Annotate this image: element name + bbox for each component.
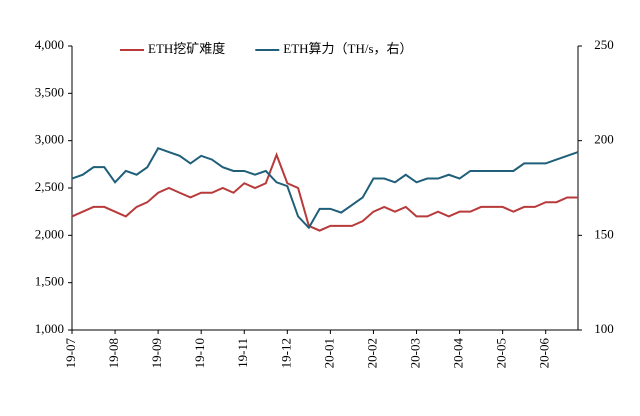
legend-label: ETH算力（TH/s，右） [283,41,412,56]
y-tick-label: 2,500 [35,179,64,194]
y-tick-label: 1,500 [35,274,64,289]
x-tick-label: 19-09 [149,338,164,368]
legend-label: ETH挖矿难度 [148,41,225,56]
y2-tick-label: 150 [594,226,614,241]
x-tick-label: 20-05 [494,338,509,368]
series-line [71,152,578,232]
x-tick-label: 19-11 [235,338,250,368]
x-tick-label: 20-01 [321,338,336,368]
y-tick-label: 1,000 [35,321,64,336]
x-tick-label: 19-08 [106,338,121,368]
y2-tick-label: 250 [594,37,614,52]
series-line [71,147,579,230]
x-tick-label: 20-02 [364,338,379,368]
y2-tick-label: 200 [594,132,614,147]
y-tick-label: 4,000 [35,37,64,52]
y-tick-label: 3,000 [35,132,64,147]
x-tick-label: 19-07 [63,338,78,369]
x-tick-label: 19-12 [278,338,293,368]
y2-tick-label: 100 [594,321,614,336]
x-tick-label: 20-04 [451,338,466,369]
y-tick-label: 3,500 [35,84,64,99]
y-tick-label: 2,000 [35,226,64,241]
x-tick-label: 20-03 [407,338,422,368]
x-tick-label: 19-10 [192,338,207,368]
x-tick-label: 20-06 [537,338,552,369]
